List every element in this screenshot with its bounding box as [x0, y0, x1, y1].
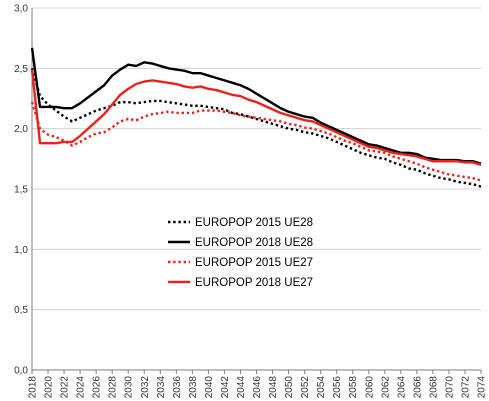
axes: 0,0 0,5 1,0 1,5 2,0 2,5 3,0 2018 2020 2022 2024 202… [14, 4, 487, 399]
x-tick-label: 2036 [172, 376, 183, 399]
legend-label: EUROPOP 2018 UE27 [195, 277, 313, 289]
x-tick-label: 2038 [188, 376, 199, 399]
series-lines [30, 47, 482, 188]
x-tick-label: 2074 [477, 376, 488, 399]
x-tick-label: 2070 [444, 376, 455, 399]
series-line [30, 69, 482, 167]
x-tick-label: 2022 [60, 376, 71, 399]
x-tick-label: 2050 [284, 376, 295, 399]
legend-label: EUROPOP 2018 UE28 [195, 237, 313, 249]
x-tick-label: 2046 [252, 376, 263, 399]
x-tick-label: 2054 [316, 376, 327, 399]
series-line [30, 47, 482, 165]
y-tick-label: 3,0 [14, 4, 28, 15]
legend: EUROPOP 2015 UE28 EUROPOP 2018 UE28 EUROPO… [168, 217, 313, 289]
x-tick-label: 2058 [348, 376, 359, 399]
x-tick-label: 2052 [300, 376, 311, 399]
x-tick-label: 2040 [204, 376, 215, 399]
series-line [30, 67, 482, 188]
x-tick-label: 2028 [108, 376, 119, 399]
x-tick-label: 2066 [412, 376, 423, 399]
y-tick-label: 2,0 [14, 124, 28, 135]
x-tick-label: 2068 [428, 376, 439, 399]
y-tick-label: 1,0 [14, 245, 28, 256]
x-tick-label: 2034 [156, 376, 167, 399]
x-tick-label: 2056 [332, 376, 343, 399]
y-tick-label: 0,0 [14, 366, 28, 377]
x-tick-label: 2062 [380, 376, 391, 399]
x-tick-label: 2030 [124, 376, 135, 399]
x-tick-label: 2020 [44, 376, 55, 399]
x-tick-label: 2026 [92, 376, 103, 399]
legend-label: EUROPOP 2015 UE28 [195, 217, 313, 229]
series-line [30, 101, 482, 182]
x-tick-label: 2024 [76, 376, 87, 399]
x-tick-label: 2032 [140, 376, 151, 399]
x-tick-label: 2044 [236, 376, 247, 399]
y-tick-label: 2,5 [14, 64, 28, 75]
x-tick-label: 2042 [220, 376, 231, 399]
y-gridlines [32, 7, 481, 371]
x-tick-label: 2060 [364, 376, 375, 399]
y-tick-label: 0,5 [14, 305, 28, 316]
x-tick-label: 2018 [28, 376, 39, 399]
x-tick-label: 2064 [396, 376, 407, 399]
x-tick-label: 2048 [268, 376, 279, 399]
x-tick-label: 2072 [460, 376, 471, 399]
y-tick-label: 1,5 [14, 185, 28, 196]
legend-label: EUROPOP 2015 UE27 [195, 257, 313, 269]
